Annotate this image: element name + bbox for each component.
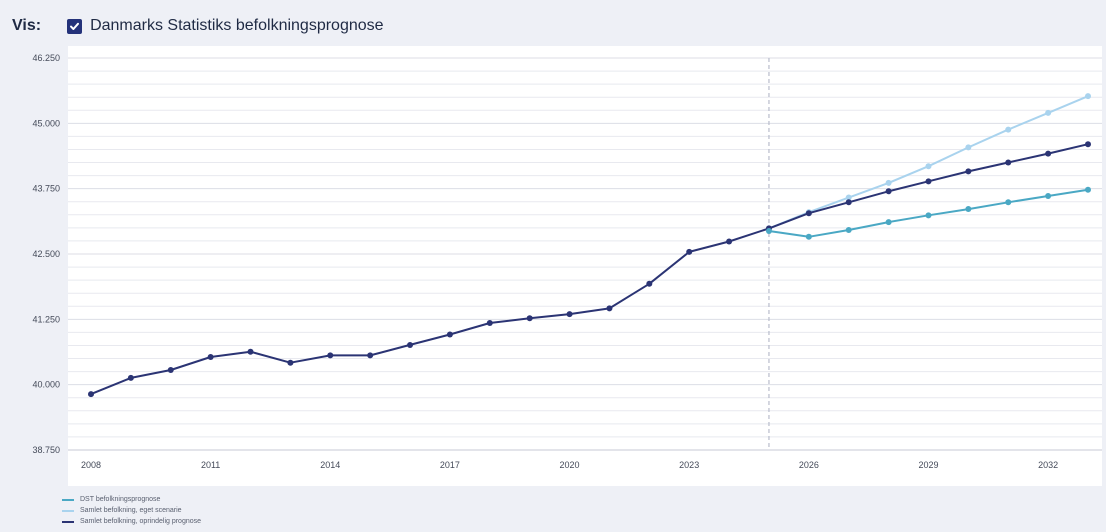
data-point — [925, 163, 932, 170]
display-options: Vis: Danmarks Statistiks befolkningsprog… — [12, 14, 384, 38]
checkmark-icon — [70, 22, 80, 30]
x-tick-label: 2032 — [1038, 460, 1058, 470]
data-point — [407, 341, 414, 348]
data-point — [1005, 159, 1012, 166]
data-point — [726, 238, 733, 245]
x-tick-label: 2020 — [560, 460, 580, 470]
data-point — [1085, 93, 1091, 100]
y-tick-label: 38.750 — [32, 445, 60, 455]
y-tick-label: 40.000 — [32, 380, 60, 390]
data-point — [606, 305, 613, 312]
data-point — [1045, 109, 1052, 116]
axes: 38.750 40.000 41.250 42.500 43.750 45.000 46.2… — [32, 53, 1102, 470]
data-point — [486, 319, 493, 326]
y-tick-label: 46.250 — [32, 53, 60, 63]
y-tick-label: 43.750 — [32, 184, 60, 194]
data-point — [765, 228, 772, 235]
data-point — [446, 331, 453, 338]
data-point — [1085, 186, 1091, 193]
data-point — [845, 194, 852, 201]
data-point — [646, 280, 653, 287]
data-point — [526, 315, 533, 322]
chart-area — [68, 46, 1102, 486]
data-point — [686, 248, 693, 255]
x-tick-label: 2026 — [799, 460, 819, 470]
legend-label: Samlet befolkning, oprindelig prognose — [80, 518, 202, 525]
data-point — [805, 233, 812, 240]
data-point — [1005, 126, 1012, 133]
legend-swatch — [62, 509, 74, 512]
vis-label: Vis: — [12, 17, 42, 34]
data-point — [845, 199, 852, 206]
x-tick-label: 2011 — [201, 460, 220, 470]
dst-prognosis-checkbox-label[interactable]: Danmarks Statistiks befolkningsprognose — [90, 17, 384, 34]
data-point — [167, 367, 174, 374]
line-chart: 38.750 40.000 41.250 42.500 43.750 45.000 46.2… — [32, 53, 1102, 470]
data-point — [1045, 150, 1052, 157]
data-point — [965, 168, 972, 175]
x-tick-label: 2023 — [679, 460, 699, 470]
data-point — [965, 144, 972, 151]
legend-item-oprindelig[interactable]: Samlet befolkning, oprindelig prognose — [62, 516, 462, 527]
x-tick-label: 2008 — [81, 460, 101, 470]
data-point — [885, 188, 892, 195]
legend-item-dst[interactable]: DST befolkningsprognose — [62, 494, 462, 505]
data-point — [287, 359, 294, 366]
legend-item-eget[interactable]: Samlet befolkning, eget scenarie — [62, 505, 462, 516]
data-point — [207, 353, 214, 360]
x-tick-label: 2029 — [918, 460, 938, 470]
dst-prognosis-checkbox[interactable] — [67, 18, 83, 34]
y-tick-label: 45.000 — [32, 118, 60, 128]
data-point — [885, 179, 892, 186]
legend-swatch — [62, 498, 74, 501]
data-point — [1085, 141, 1091, 148]
data-point — [1045, 192, 1052, 199]
legend-label: DST befolkningsprognose — [80, 496, 161, 503]
y-tick-label: 42.500 — [32, 249, 60, 259]
data-point — [925, 212, 932, 219]
legend-label: Samlet befolkning, eget scenarie — [80, 507, 182, 514]
data-point — [965, 206, 972, 213]
series-line — [90, 143, 1089, 396]
series — [88, 93, 1091, 398]
data-point — [247, 348, 254, 355]
x-tick-label: 2014 — [320, 460, 340, 470]
data-point — [1005, 199, 1012, 206]
data-point — [88, 391, 94, 398]
data-point — [367, 352, 374, 359]
data-point — [885, 219, 892, 226]
data-point — [805, 210, 812, 217]
y-tick-label: 41.250 — [32, 314, 60, 324]
data-point — [127, 374, 134, 381]
data-point — [925, 178, 932, 185]
legend: DST befolkningsprognose Samlet befolknin… — [62, 494, 462, 532]
gridlines — [68, 57, 1102, 451]
x-tick-label: 2017 — [440, 460, 460, 470]
legend-swatch — [62, 520, 74, 523]
data-point — [327, 352, 334, 359]
data-point — [566, 311, 573, 318]
data-point — [845, 226, 852, 233]
